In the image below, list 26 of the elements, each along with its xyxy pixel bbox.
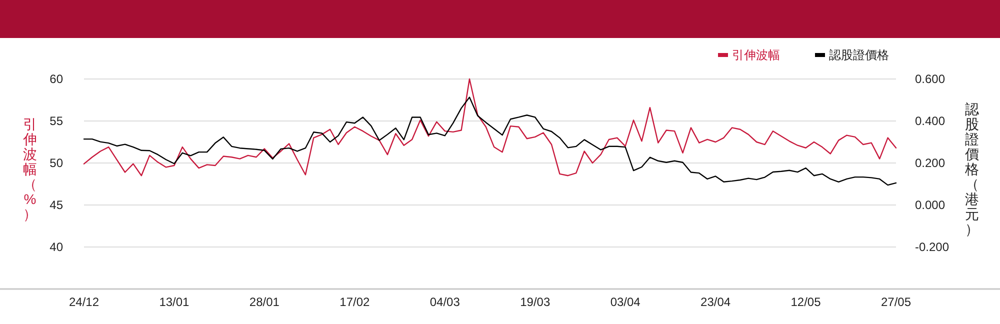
x-tick-label: 28/01 [249,295,280,309]
y2-tick-label: 0.000 [915,198,946,212]
y-tick-label: 55 [50,114,64,128]
y-tick-label: 45 [50,198,64,212]
x-tick-label: 23/04 [700,295,731,309]
x-tick-label: 04/03 [430,295,460,309]
x-tick-label: 13/01 [159,295,190,309]
x-tick-label: 12/05 [790,295,822,309]
y2-tick-label: 0.600 [915,72,946,86]
line-series [83,96,897,186]
x-tick-label: 27/05 [880,295,912,309]
x-tick-label: 03/04 [610,295,641,309]
line-series [83,78,897,176]
y-axis-title: 引伸波幅（%） [23,116,37,222]
y-tick-label: 40 [50,240,64,254]
y2-axis-title: 認股證價格（港元） [965,101,979,237]
y2-tick-label: -0.200 [915,240,950,254]
y2-tick-label: 0.200 [915,156,946,170]
x-tick-label: 19/03 [520,295,550,309]
y-tick-label: 50 [50,156,64,170]
y2-tick-label: 0.400 [915,114,946,128]
x-tick-label: 17/02 [340,295,370,309]
y-tick-label: 60 [50,72,64,86]
legend-label: 認股證價格 [829,48,889,62]
legend-label: 引伸波幅 [732,48,780,62]
x-tick-label: 24/12 [68,295,100,309]
